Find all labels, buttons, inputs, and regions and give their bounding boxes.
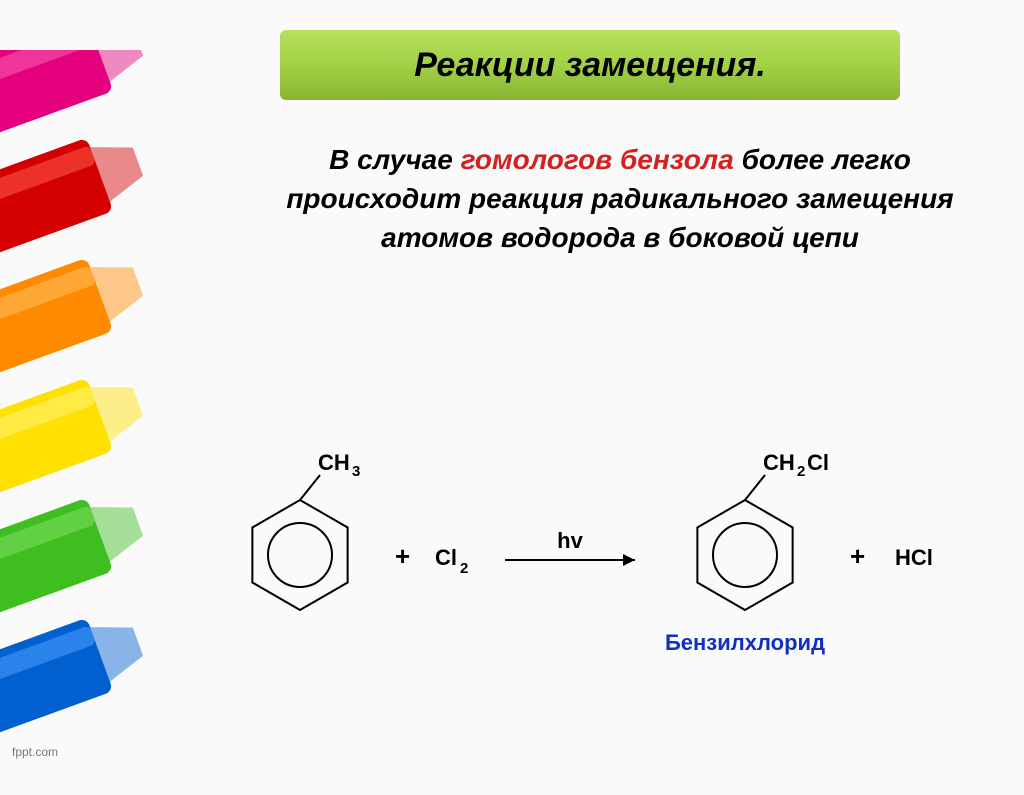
- svg-text:hv: hv: [557, 528, 583, 553]
- svg-text:HCl: HCl: [895, 545, 933, 570]
- svg-text:+: +: [395, 541, 410, 571]
- svg-text:3: 3: [352, 463, 360, 480]
- body-red: гомологов бензола: [461, 144, 734, 175]
- svg-text:2: 2: [797, 463, 805, 480]
- body-text: В случае гомологов бензола более легко п…: [270, 140, 970, 258]
- svg-text:Cl: Cl: [807, 450, 829, 475]
- reaction-diagram: CH3+Cl2hvCH2Cl+HClБензилхлорид: [210, 405, 1010, 665]
- markers-decor: [0, 50, 190, 795]
- slide-title: Реакции замещения.: [414, 46, 766, 85]
- body-prefix: В случае: [329, 144, 460, 175]
- svg-text:2: 2: [460, 560, 468, 577]
- svg-text:+: +: [850, 541, 865, 571]
- svg-text:Бензилхлорид: Бензилхлорид: [665, 630, 825, 655]
- slide-title-bar: Реакции замещения.: [280, 30, 900, 100]
- footer-credit: fppt.com: [12, 745, 58, 759]
- svg-text:Cl: Cl: [435, 545, 457, 570]
- svg-text:CH: CH: [318, 450, 350, 475]
- svg-text:CH: CH: [763, 450, 795, 475]
